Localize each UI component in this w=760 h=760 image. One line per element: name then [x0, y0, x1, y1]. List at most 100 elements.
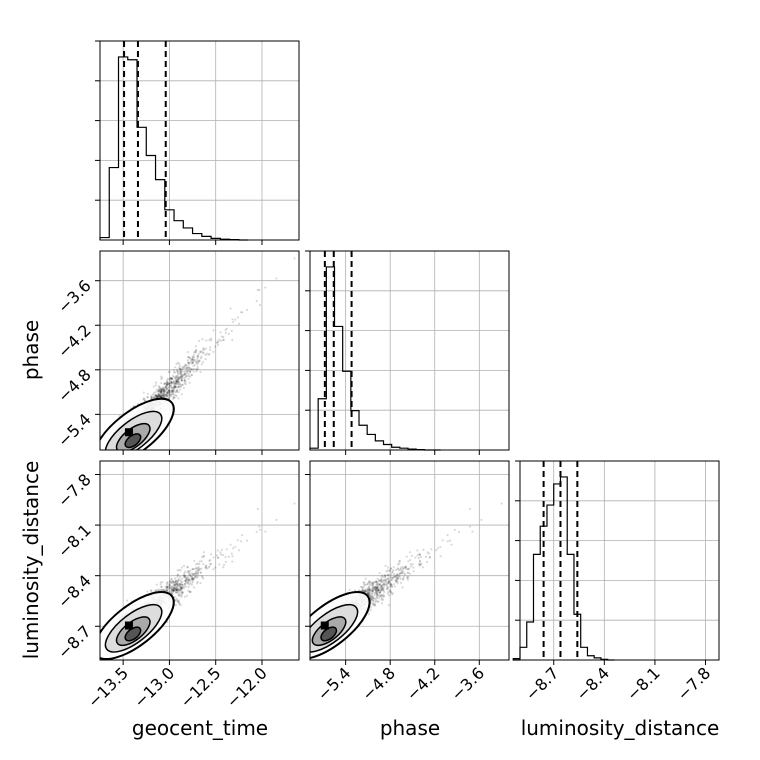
sample-point [215, 341, 218, 344]
sample-point [177, 377, 180, 380]
sample-point [155, 395, 158, 399]
sample-point [160, 390, 163, 393]
sample-point [157, 388, 160, 391]
sample-point [163, 382, 167, 385]
sample-point [158, 386, 161, 389]
sample-point [175, 581, 178, 584]
sample-point [179, 375, 182, 378]
sample-point [393, 576, 396, 579]
sample-point [216, 556, 220, 559]
sample-point [163, 390, 166, 393]
sample-point [170, 381, 173, 384]
sample-point [219, 331, 222, 334]
sample-point [155, 388, 158, 391]
sample-point [197, 566, 200, 569]
sample-point [174, 582, 177, 585]
sample-point [160, 585, 163, 588]
sample-point [372, 587, 375, 590]
sample-point [202, 352, 205, 355]
sample-point [160, 390, 163, 393]
sample-point [166, 383, 169, 386]
sample-point [152, 393, 155, 396]
sample-point [170, 589, 173, 592]
sample-point [168, 586, 171, 589]
sample-point [158, 395, 161, 398]
sample-point [222, 566, 225, 569]
sample-point [174, 590, 177, 593]
sample-point [426, 560, 429, 563]
scatter-luminosity_distance-vs-phase [310, 502, 503, 660]
sample-point [177, 378, 180, 381]
sample-point [378, 591, 381, 594]
sample-point [173, 583, 176, 587]
sample-point [409, 562, 412, 566]
sample-point [180, 577, 183, 580]
sample-point [167, 397, 171, 400]
sample-point [194, 350, 197, 353]
sample-point [159, 395, 162, 398]
sample-point [169, 579, 172, 583]
sample-point [205, 567, 208, 570]
histogram-luminosity_distance [512, 476, 615, 661]
sample-point [192, 578, 195, 581]
sample-point [175, 394, 178, 398]
sample-point [180, 372, 183, 376]
sample-point [357, 589, 361, 592]
sample-point [171, 389, 174, 393]
sample-point [163, 388, 166, 391]
sample-point [155, 395, 158, 398]
sample-point [175, 380, 178, 384]
sample-point [231, 318, 234, 321]
sample-point [165, 382, 168, 385]
sample-point [184, 579, 187, 582]
hist-panel-frame-geocent_time [99, 40, 300, 241]
sample-point [371, 592, 374, 595]
sample-point [231, 555, 234, 558]
sample-point [170, 391, 173, 394]
sample-point [367, 592, 371, 595]
sample-point [186, 571, 189, 574]
sample-point [198, 360, 201, 363]
y-tick-label: −3.6 [54, 276, 95, 317]
sample-point [184, 582, 187, 586]
sample-point [175, 589, 179, 592]
sample-point [160, 393, 164, 397]
sample-point [207, 566, 210, 569]
sample-point [187, 579, 190, 582]
sample-point [199, 370, 202, 374]
sample-point [380, 578, 383, 581]
sample-point [181, 586, 184, 589]
sample-point [407, 560, 410, 563]
density-peak [124, 428, 133, 437]
sample-point [174, 375, 178, 379]
sample-point [177, 588, 180, 591]
sample-point [414, 556, 417, 559]
sample-point [190, 581, 194, 584]
sample-point [175, 368, 179, 371]
sample-point [372, 596, 375, 600]
sample-point [187, 569, 190, 573]
y-tick-label: −4.8 [54, 365, 95, 406]
sample-point [160, 589, 163, 592]
sample-point [166, 380, 169, 384]
sample-point [393, 585, 396, 588]
sample-point [159, 395, 162, 398]
sample-point [169, 377, 172, 380]
sample-point [169, 390, 173, 393]
sample-point [196, 571, 199, 574]
x-tick-label: −3.6 [447, 663, 488, 704]
sample-point [164, 585, 167, 588]
sample-point [186, 359, 189, 362]
x-tick-label: −4.2 [403, 663, 444, 704]
sample-point [241, 534, 244, 537]
sample-point [256, 288, 259, 292]
x-tick-label: −7.8 [673, 663, 714, 704]
sample-point [188, 573, 192, 576]
sample-point [163, 394, 166, 397]
sample-point [198, 339, 201, 343]
sample-point [377, 597, 380, 600]
sample-point [237, 322, 241, 325]
sample-point [170, 393, 173, 396]
sample-point [216, 556, 220, 560]
sample-point [199, 568, 202, 571]
